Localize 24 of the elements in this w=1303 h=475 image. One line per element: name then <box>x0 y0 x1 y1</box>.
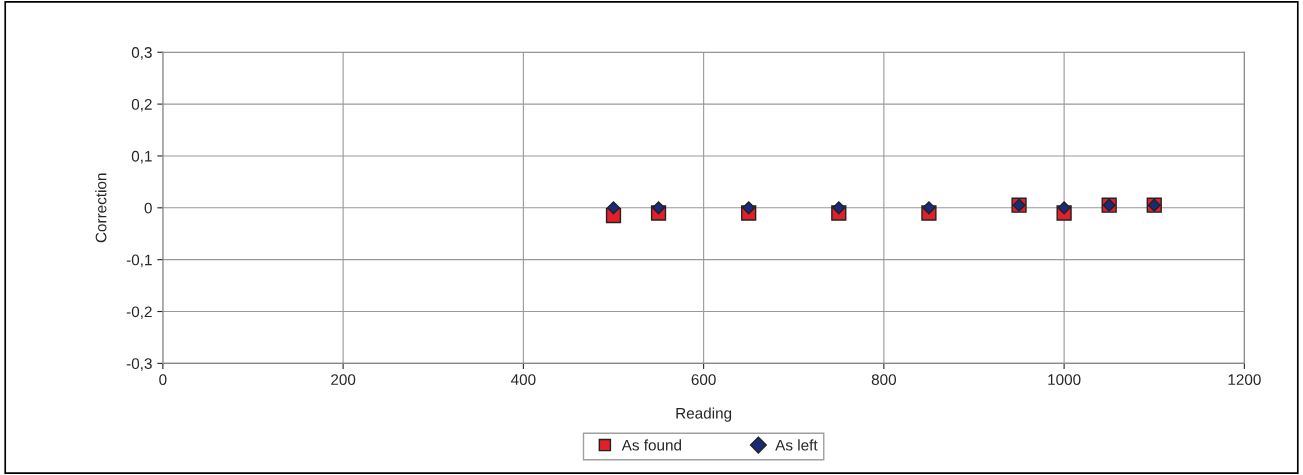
x-tick-label: 1200 <box>1228 374 1261 386</box>
legend-label: As found <box>621 439 682 451</box>
x-tick-label: 0 <box>159 374 167 386</box>
y-tick-label: 0,3 <box>131 47 152 60</box>
x-tick-label: 400 <box>510 374 536 386</box>
y-tick-label: 0 <box>144 202 152 214</box>
legend-label: As left <box>775 439 818 451</box>
point <box>1057 201 1071 215</box>
x-axis-title: Reading <box>676 407 732 422</box>
x-tick-label: 800 <box>871 374 897 386</box>
point <box>922 201 936 215</box>
x-tick-label: 200 <box>331 374 356 386</box>
x-tick-label: 1000 <box>1048 374 1081 386</box>
y-tick-label: -0,2 <box>126 306 152 320</box>
point <box>606 201 621 215</box>
point <box>742 201 756 215</box>
x-tick-label: 600 <box>691 374 716 386</box>
y-tick-label: 0,1 <box>131 150 152 164</box>
y-tick-label: -0,1 <box>126 254 152 268</box>
y-tick-label: 0,2 <box>131 98 152 112</box>
point <box>832 201 846 215</box>
y-tick-label: -0,3 <box>126 358 152 371</box>
point <box>651 201 666 215</box>
y-axis-title: Correction <box>95 173 107 243</box>
